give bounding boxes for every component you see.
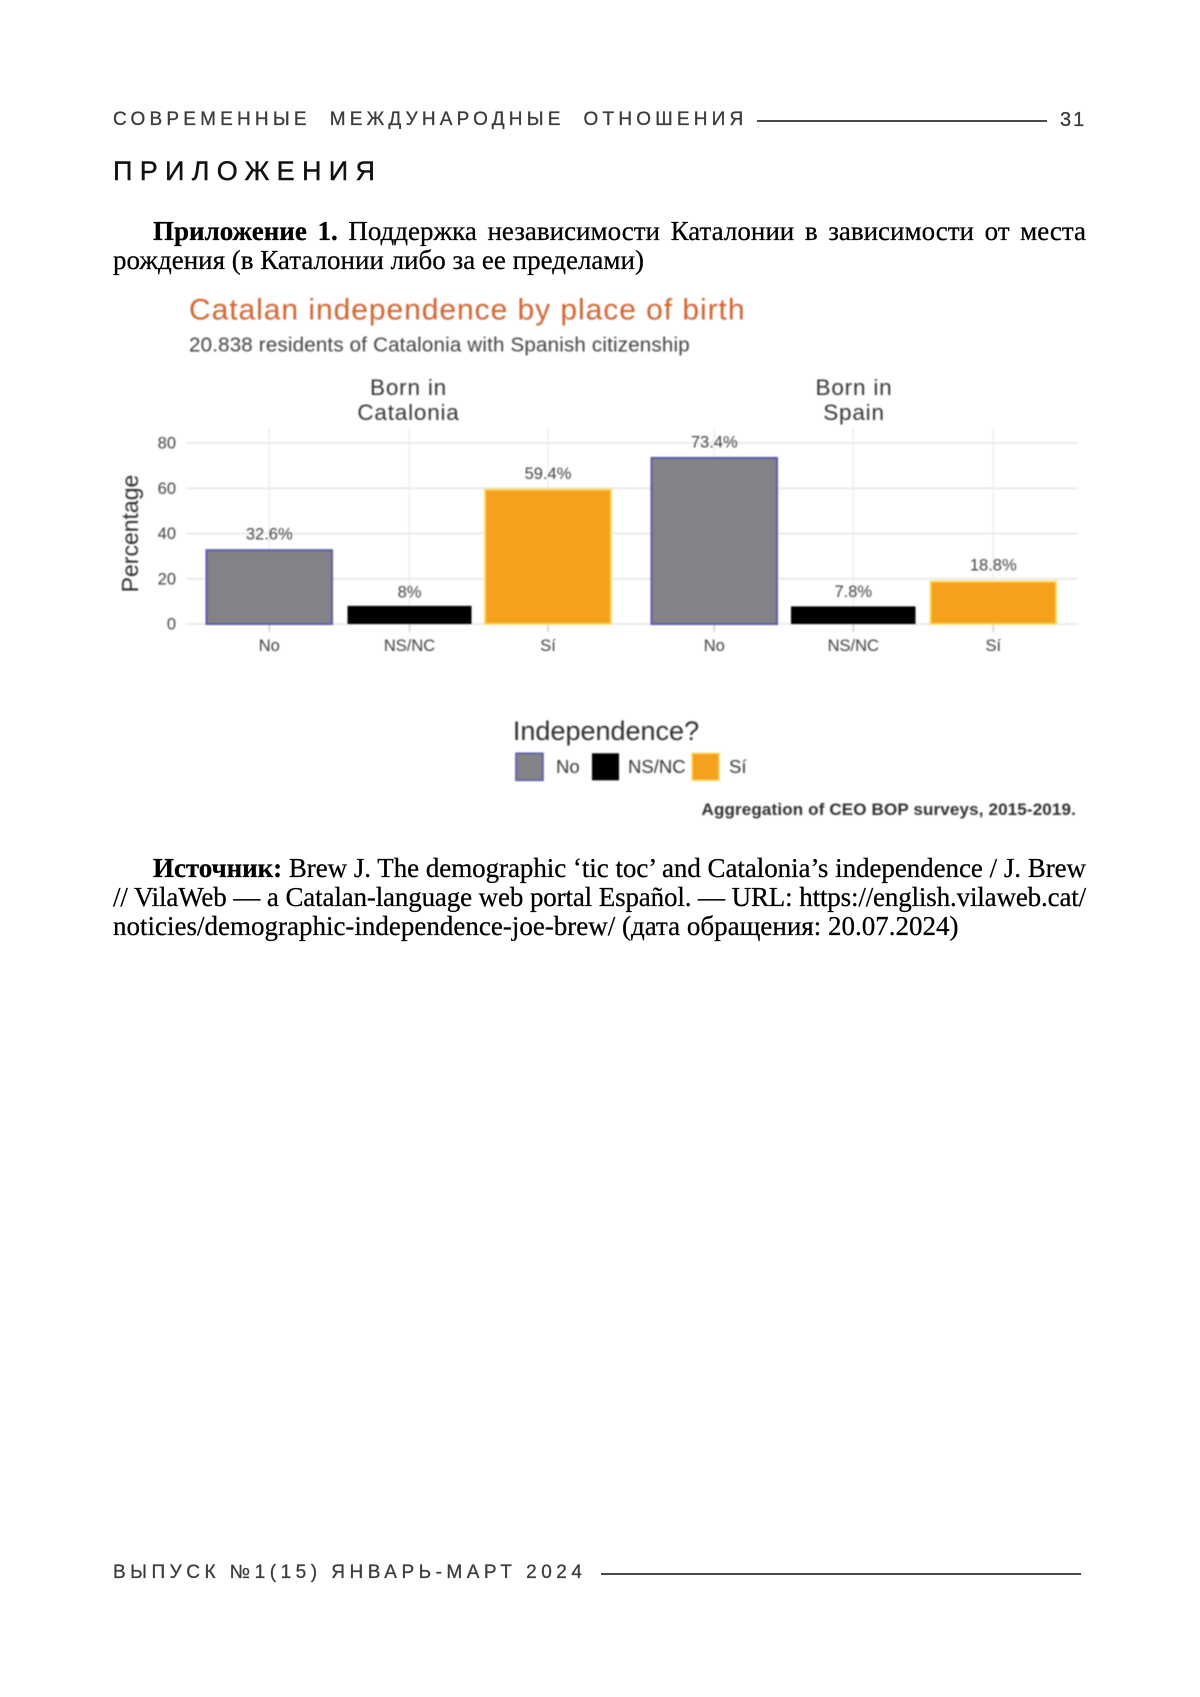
svg-text:20.838 residents of Catalonia: 20.838 residents of Catalonia with Spani… <box>189 334 690 357</box>
svg-text:Sí: Sí <box>540 637 556 655</box>
svg-text:NS/NC: NS/NC <box>628 756 686 777</box>
svg-text:Independence?: Independence? <box>513 716 699 746</box>
svg-text:NS/NC: NS/NC <box>828 637 879 655</box>
svg-text:40: 40 <box>158 525 176 543</box>
svg-text:0: 0 <box>167 616 176 634</box>
svg-text:32.6%: 32.6% <box>246 526 293 544</box>
svg-text:73.4%: 73.4% <box>691 434 738 452</box>
svg-text:60: 60 <box>158 480 176 498</box>
svg-text:20: 20 <box>158 570 176 588</box>
svg-text:No: No <box>259 637 280 655</box>
svg-text:59.4%: 59.4% <box>525 465 572 483</box>
svg-text:Aggregation of CEO BOP surveys: Aggregation of CEO BOP surveys, 2015-201… <box>702 800 1076 819</box>
svg-text:Catalonia: Catalonia <box>357 400 459 425</box>
svg-text:80: 80 <box>158 435 176 453</box>
svg-text:7.8%: 7.8% <box>834 583 872 601</box>
svg-text:Percentage: Percentage <box>117 475 143 593</box>
svg-text:Sí: Sí <box>985 637 1001 655</box>
svg-text:8%: 8% <box>398 584 422 602</box>
svg-text:NS/NC: NS/NC <box>384 637 435 655</box>
svg-text:Spain: Spain <box>823 400 885 425</box>
svg-text:Catalan independence by place: Catalan independence by place of birth <box>189 294 745 327</box>
svg-text:Sí: Sí <box>729 756 747 777</box>
svg-text:Born in: Born in <box>370 375 447 400</box>
svg-text:18.8%: 18.8% <box>970 557 1017 575</box>
svg-text:No: No <box>704 637 725 655</box>
svg-text:Born in: Born in <box>816 375 893 400</box>
svg-text:No: No <box>556 756 580 777</box>
